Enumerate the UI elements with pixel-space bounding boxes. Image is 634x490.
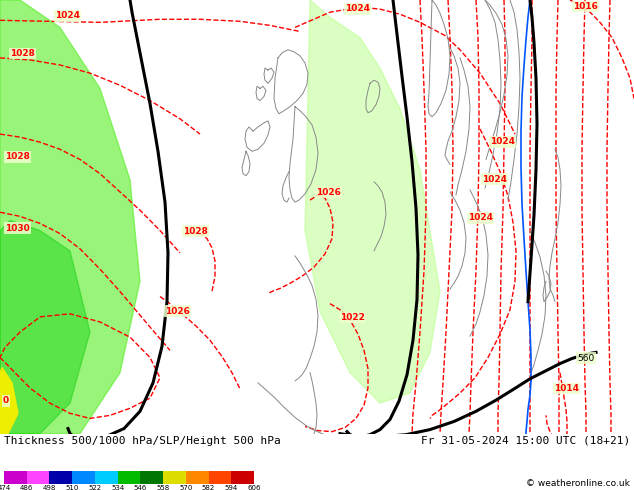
Bar (118, 471, 140, 484)
Polygon shape (0, 220, 90, 434)
Text: 594: 594 (224, 485, 238, 490)
Text: 0: 0 (3, 396, 9, 405)
Text: 1026: 1026 (316, 188, 341, 197)
Text: 1024: 1024 (490, 137, 515, 146)
Text: 1024: 1024 (468, 213, 493, 222)
Text: 522: 522 (88, 485, 101, 490)
Text: 534: 534 (111, 485, 124, 490)
Bar (209, 471, 231, 484)
Text: 1026: 1026 (165, 307, 190, 316)
Text: 498: 498 (42, 485, 56, 490)
Text: 1028: 1028 (10, 49, 35, 58)
Text: 1022: 1022 (340, 313, 365, 322)
Text: Thickness 500/1000 hPa/SLP/Height 500 hPa: Thickness 500/1000 hPa/SLP/Height 500 hP… (4, 436, 281, 446)
Text: 1028: 1028 (183, 226, 208, 236)
Text: 486: 486 (20, 485, 34, 490)
Bar (231, 471, 254, 484)
Text: © weatheronline.co.uk: © weatheronline.co.uk (526, 479, 630, 488)
Polygon shape (305, 0, 440, 403)
Text: 1030: 1030 (5, 223, 30, 233)
Bar (163, 471, 186, 484)
Bar (186, 471, 209, 484)
Text: 558: 558 (157, 485, 170, 490)
Text: 1024: 1024 (345, 4, 370, 13)
Text: 1028: 1028 (5, 152, 30, 161)
Polygon shape (0, 0, 140, 434)
Bar (95, 471, 118, 484)
Text: 1016: 1016 (573, 2, 598, 11)
Text: 1014: 1014 (554, 384, 579, 393)
Bar (72, 471, 95, 484)
Text: 474: 474 (0, 485, 11, 490)
Bar (4, 471, 27, 484)
Text: 570: 570 (179, 485, 193, 490)
Bar (140, 471, 163, 484)
Text: 510: 510 (65, 485, 79, 490)
Text: 1024: 1024 (482, 175, 507, 184)
Text: 582: 582 (202, 485, 215, 490)
Bar (49, 471, 72, 484)
Text: 1024: 1024 (55, 11, 80, 20)
Polygon shape (0, 368, 18, 434)
Text: Fr 31-05-2024 15:00 UTC (18+21): Fr 31-05-2024 15:00 UTC (18+21) (421, 436, 630, 446)
Bar (27, 471, 49, 484)
Text: 606: 606 (247, 485, 261, 490)
Text: 560: 560 (577, 353, 594, 363)
Text: 546: 546 (134, 485, 147, 490)
